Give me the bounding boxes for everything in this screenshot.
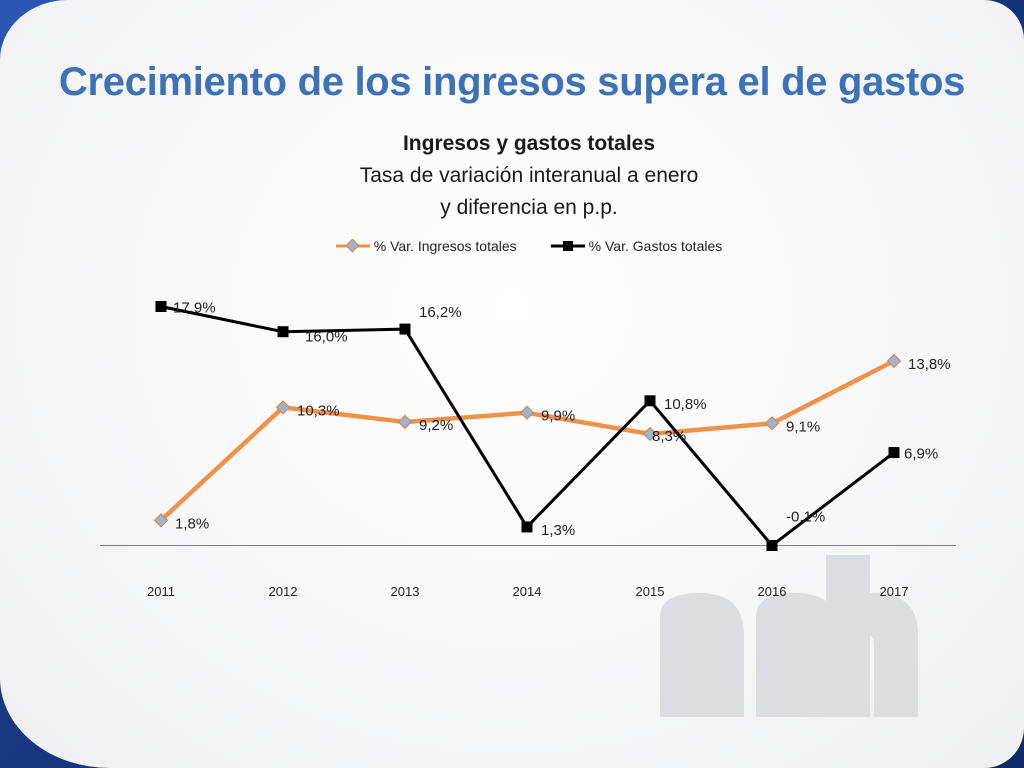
data-label-gastos: 16,0% [305,329,348,346]
x-tick-label: 2016 [758,584,787,599]
chart-subtitle-line-1: Tasa de variación interanual a enero [359,164,699,187]
data-point-ingresos [519,405,535,420]
legend-swatch-gastos [550,241,585,251]
data-point-gastos [155,301,167,312]
x-tick-label: 2014 [513,584,542,599]
legend-label-gastos: % Var. Gastos totales [588,238,723,254]
x-tick-label: 2013 [391,584,420,599]
data-point-gastos [399,323,411,335]
data-label-gastos: 16,2% [419,304,462,321]
data-point-ingresos [153,513,169,528]
x-tick-label: 2011 [147,584,175,599]
data-label-gastos: 17,9% [173,300,216,317]
chart-title: Ingresos y gastos totales [402,132,656,155]
chart-legend: % Var. Ingresos totales % Var. Gastos to… [0,238,1024,254]
data-label-ingresos: 10,3% [297,402,340,419]
data-label-ingresos: 9,9% [541,408,575,425]
data-label-gastos: 10,8% [664,396,707,413]
x-tick-label: 2015 [636,584,665,599]
data-point-gastos [888,447,900,459]
data-label-ingresos: 9,2% [419,417,453,434]
legend-item-gastos: % Var. Gastos totales [550,238,723,254]
legend-label-ingresos: % Var. Ingresos totales [373,238,517,254]
series-line-gastos [160,305,895,548]
x-tick-label: 2012 [269,584,298,599]
data-label-gastos: 6,9% [904,446,938,463]
mh-logo-watermark [660,555,918,717]
series-line-ingresos [159,358,896,522]
data-label-ingresos: 13,8% [908,356,951,373]
data-label-gastos: 1,3% [541,522,575,539]
data-point-gastos [277,326,289,338]
data-point-gastos [521,521,533,533]
data-point-ingresos [397,414,413,430]
data-point-gastos [644,395,656,407]
data-label-gastos: -0,1% [786,509,825,526]
legend-swatch-ingresos [335,239,370,253]
legend-item-ingresos: % Var. Ingresos totales [335,238,517,254]
data-point-ingresos [886,353,902,369]
data-label-ingresos: 1,8% [175,515,209,532]
x-tick-label: 2017 [880,584,909,599]
slide-title: Crecimiento de los ingresos supera el de… [58,60,966,104]
data-label-ingresos: 8,3% [652,428,686,445]
data-point-gastos [766,540,778,551]
chart-subtitle-line-2: y diferencia en p.p. [440,196,618,219]
data-point-ingresos [275,400,291,415]
data-point-ingresos [764,416,780,431]
data-label-ingresos: 9,1% [786,418,820,435]
data-point-ingresos [642,426,658,442]
